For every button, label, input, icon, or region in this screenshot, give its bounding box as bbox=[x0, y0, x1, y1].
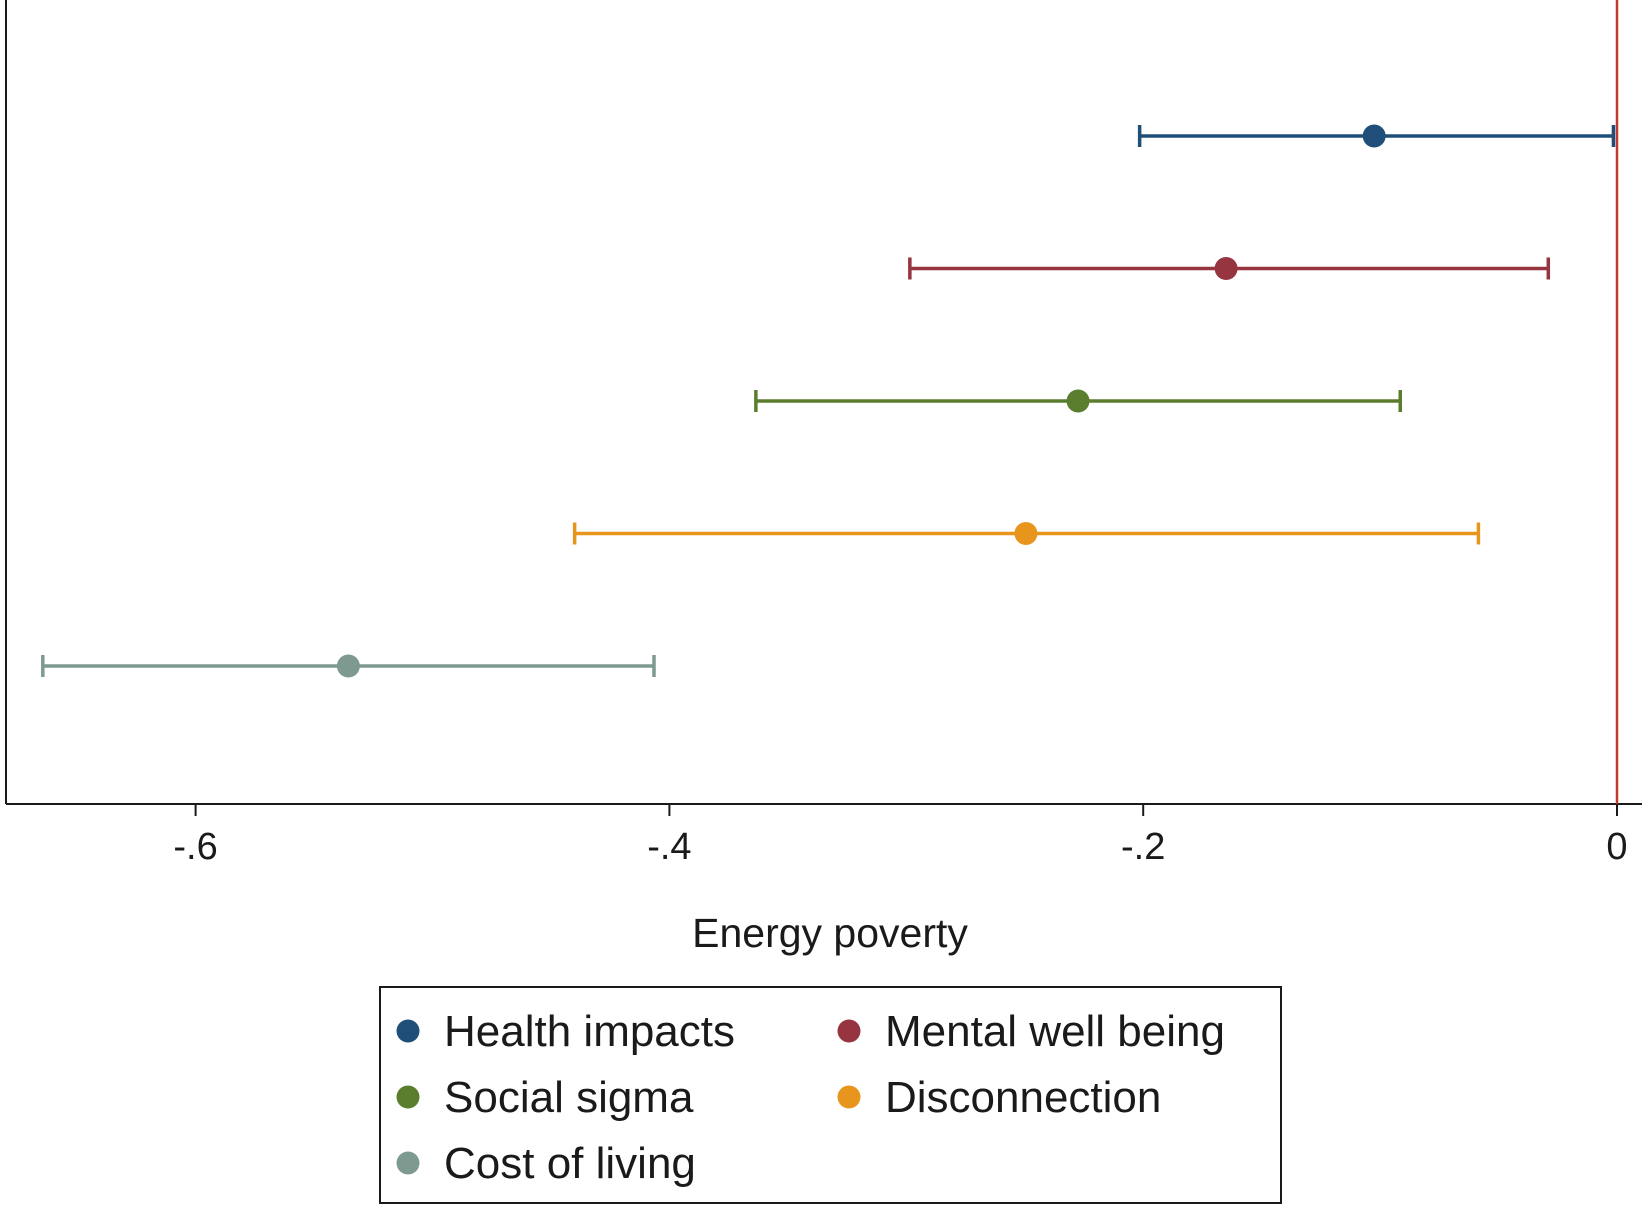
x-tick-label: -.4 bbox=[647, 826, 691, 868]
point-estimate bbox=[336, 654, 360, 678]
point-estimate bbox=[1214, 257, 1238, 280]
estimates bbox=[41, 124, 1616, 678]
legend-item: Social sigma bbox=[396, 1073, 694, 1122]
legend-marker bbox=[396, 1151, 420, 1175]
legend-label: Mental well being bbox=[885, 1007, 1225, 1056]
legend-marker bbox=[396, 1085, 420, 1109]
legend-item: Health impacts bbox=[396, 1007, 735, 1056]
legend-label: Social sigma bbox=[444, 1073, 694, 1122]
legend-frame bbox=[379, 986, 1282, 1204]
legend-item: Cost of living bbox=[396, 1139, 696, 1188]
legend-label: Disconnection bbox=[885, 1073, 1161, 1122]
x-tick-label: -.6 bbox=[173, 826, 217, 868]
legend-item: Disconnection bbox=[837, 1073, 1161, 1122]
legend-item: Mental well being bbox=[837, 1007, 1225, 1056]
legend-label: Health impacts bbox=[444, 1007, 735, 1056]
x-tick-label: 0 bbox=[1606, 826, 1627, 868]
point-estimate bbox=[1014, 522, 1038, 545]
point-estimate bbox=[1066, 389, 1090, 413]
x-tick-label: -.2 bbox=[1121, 826, 1165, 868]
estimate-row bbox=[754, 389, 1402, 413]
estimate-row bbox=[41, 654, 656, 678]
legend-marker bbox=[837, 1019, 861, 1043]
legend-label: Cost of living bbox=[444, 1139, 696, 1188]
estimate-row bbox=[1137, 124, 1616, 148]
estimate-row bbox=[908, 257, 1551, 280]
legend-marker bbox=[396, 1019, 420, 1043]
legend: Health impacts Mental well being Social si… bbox=[379, 986, 1282, 1204]
x-axis-ticks: -.6 -.4 -.2 0 bbox=[173, 804, 1628, 868]
estimate-row bbox=[572, 522, 1481, 545]
x-axis-title: Energy poverty bbox=[692, 910, 968, 956]
point-estimate bbox=[1362, 124, 1386, 148]
legend-items: Health impacts Mental well being Social si… bbox=[396, 1007, 1225, 1188]
legend-marker bbox=[837, 1085, 861, 1109]
